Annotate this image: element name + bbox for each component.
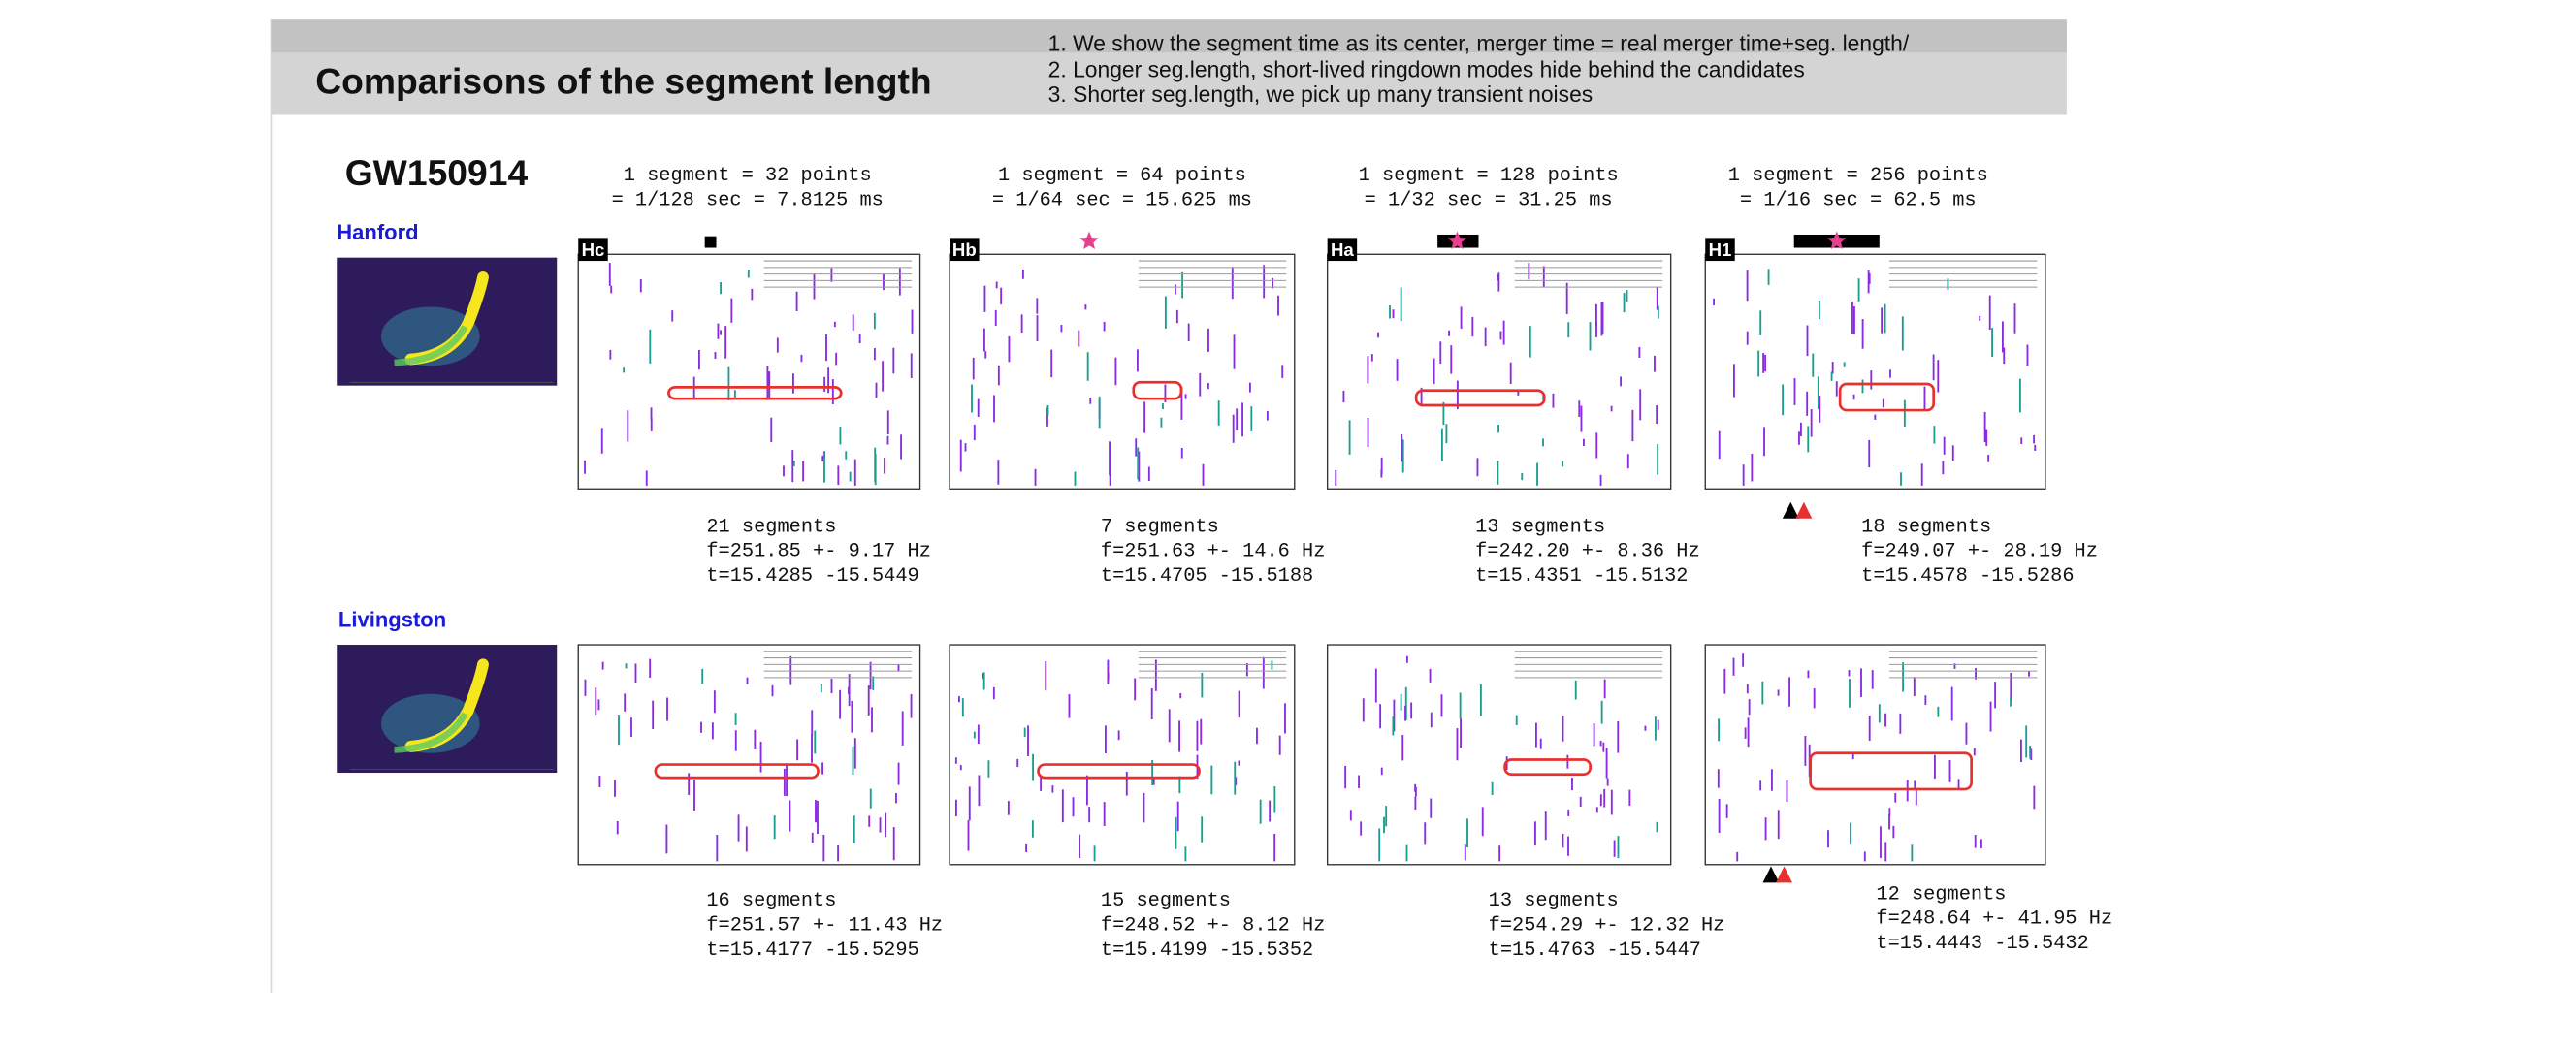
segment-info: = 1/32 sec = 31.25 ms <box>1365 190 1613 212</box>
result-line: t=15.4763 -15.5447 <box>1489 939 1701 962</box>
plot-frame <box>1705 254 2045 489</box>
result-line: 16 segments <box>706 890 836 912</box>
result-line: t=15.4705 -15.5188 <box>1101 565 1313 588</box>
plot-frame <box>578 254 919 489</box>
column-tag-label: Ha <box>1331 239 1354 260</box>
event-name: GW150914 <box>345 152 529 193</box>
column-tag-label: H1 <box>1709 239 1732 260</box>
segment-info: 1 segment = 128 points <box>1359 165 1619 187</box>
note: 2. Longer seg.length, short-lived ringdo… <box>1048 57 1805 82</box>
segment-info: 1 segment = 32 points <box>624 165 872 187</box>
result-line: f=242.20 +- 8.36 Hz <box>1475 541 1700 563</box>
column-tag-label: Hc <box>582 239 605 260</box>
title: Comparisons of the segment length <box>315 60 931 101</box>
result-line: t=15.4578 -15.5286 <box>1861 565 2074 588</box>
detector-label: Livingston <box>338 607 446 631</box>
result-line: t=15.4199 -15.5352 <box>1101 939 1313 962</box>
note: 3. Shorter seg.length, we pick up many t… <box>1048 81 1594 107</box>
result-line: 13 segments <box>1489 890 1619 912</box>
result-line: 13 segments <box>1475 516 1605 538</box>
detector-label: Hanford <box>337 220 418 244</box>
result-line: t=15.4351 -15.5132 <box>1475 565 1688 588</box>
slide: Comparisons of the segment length 1. We … <box>0 0 2576 1050</box>
result-line: f=248.52 +- 8.12 Hz <box>1101 914 1326 937</box>
segment-marker <box>705 237 717 248</box>
result-line: t=15.4443 -15.5432 <box>1876 933 2088 955</box>
result-line: f=251.57 +- 11.43 Hz <box>706 914 943 937</box>
result-line: f=251.85 +- 9.17 Hz <box>706 541 931 563</box>
result-line: 18 segments <box>1861 516 1991 538</box>
segment-info: = 1/64 sec = 15.625 ms <box>992 190 1252 212</box>
result-line: f=254.29 +- 12.32 Hz <box>1489 914 1725 937</box>
result-line: f=248.64 +- 41.95 Hz <box>1876 908 2112 931</box>
result-line: f=251.63 +- 14.6 Hz <box>1101 541 1326 563</box>
segment-info: = 1/128 sec = 7.8125 ms <box>612 190 884 212</box>
result-line: 12 segments <box>1876 883 2006 906</box>
result-line: f=249.07 +- 28.19 Hz <box>1861 541 2098 563</box>
result-line: 7 segments <box>1101 516 1219 538</box>
result-line: t=15.4177 -15.5295 <box>706 939 918 962</box>
result-line: 21 segments <box>706 516 836 538</box>
note: 1. We show the segment time as its cente… <box>1048 30 1910 55</box>
result-line: 15 segments <box>1101 890 1231 912</box>
segment-info: = 1/16 sec = 62.5 ms <box>1740 190 1977 212</box>
result-line: t=15.4285 -15.5449 <box>706 565 918 588</box>
column-tag-label: Hb <box>952 239 977 260</box>
segment-info: 1 segment = 64 points <box>998 165 1246 187</box>
page: {"header": {"title": "Comparisons of the… <box>0 0 2576 1050</box>
segment-info: 1 segment = 256 points <box>1728 165 1988 187</box>
